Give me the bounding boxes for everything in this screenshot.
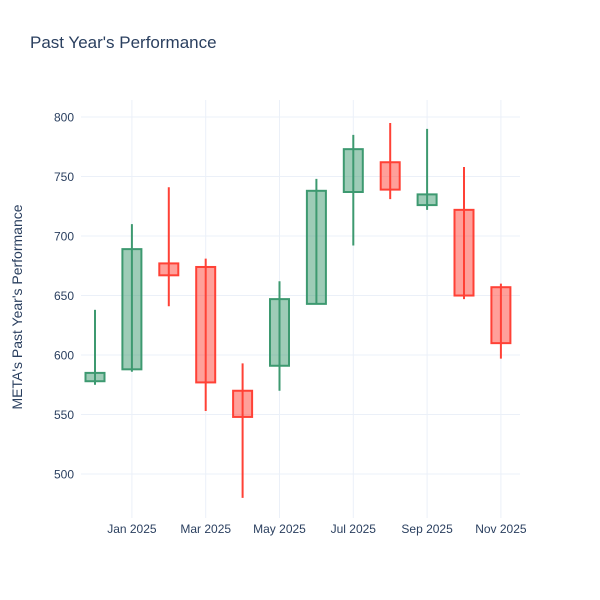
candle-jul-2025[interactable] [342, 134, 364, 246]
y-tick-label: 550 [54, 408, 74, 422]
candle-body [342, 148, 364, 193]
x-tick-label: Nov 2025 [475, 522, 527, 536]
candle-body [416, 193, 438, 207]
y-tick-label: 700 [54, 230, 74, 244]
candle-nov-2025[interactable] [490, 283, 512, 359]
y-axis-title: META's Past Year's Performance [9, 204, 25, 409]
candle-feb-2025[interactable] [158, 187, 180, 307]
candle-sep-2025[interactable] [416, 128, 438, 210]
candle-body [269, 298, 290, 367]
candle-body [490, 286, 512, 345]
candle-body [158, 262, 180, 277]
y-tick-label: 600 [54, 349, 74, 363]
x-tick-label: Mar 2025 [180, 522, 231, 536]
candle-oct-2025[interactable] [453, 167, 475, 300]
y-tick-label: 650 [54, 289, 74, 303]
candle-body [453, 208, 475, 297]
candle-may-2025[interactable] [269, 281, 290, 391]
candle-dec-2024[interactable] [84, 309, 106, 385]
candle-body [195, 265, 217, 384]
candle-jun-2025[interactable] [305, 178, 327, 305]
tick-labels: 500 550 600 650 700 750 800 Jan 2025 Mar 2025 May… [54, 111, 527, 536]
candle-body [84, 371, 106, 383]
candles-series [84, 122, 512, 498]
candle-body [305, 189, 327, 305]
candle-body [379, 161, 401, 191]
x-tick-label: Jan 2025 [107, 522, 157, 536]
candle-body [121, 248, 143, 371]
gridlines [81, 100, 520, 518]
y-tick-label: 800 [54, 111, 74, 125]
candle-jan-2025[interactable] [121, 224, 143, 372]
y-tick-label: 750 [54, 170, 74, 184]
x-tick-label: Jul 2025 [331, 522, 377, 536]
candle-body [232, 389, 254, 418]
y-tick-label: 500 [54, 468, 74, 482]
x-tick-label: Sep 2025 [401, 522, 453, 536]
chart-title: Past Year's Performance [30, 33, 217, 52]
candle-aug-2025[interactable] [379, 122, 401, 200]
x-tick-label: May 2025 [253, 522, 306, 536]
candle-apr-2025[interactable] [232, 363, 254, 498]
candle-mar-2025[interactable] [195, 258, 217, 411]
